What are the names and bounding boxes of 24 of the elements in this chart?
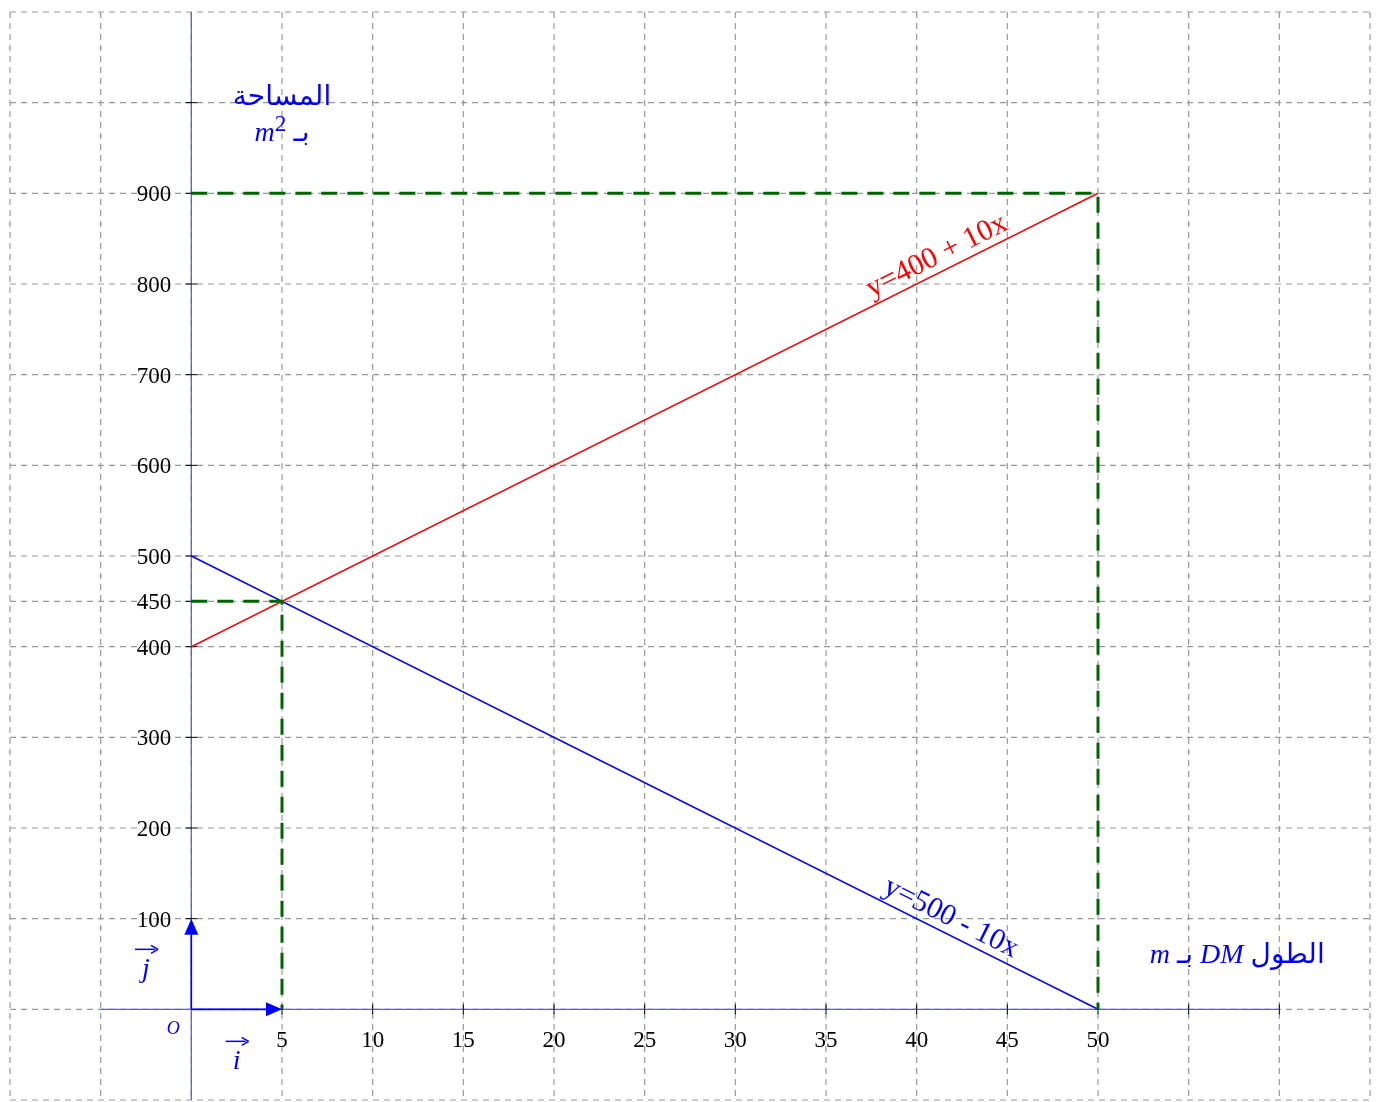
annotation: y=500 - 10x xyxy=(879,868,1026,964)
x-tick-label: 5 xyxy=(276,1027,288,1053)
y-tick-label: 100 xyxy=(136,906,172,932)
x-tick-label: 15 xyxy=(451,1027,475,1053)
y-tick-label: 450 xyxy=(136,589,172,615)
x-tick-label: 30 xyxy=(723,1027,747,1053)
y-tick-label: 500 xyxy=(136,544,172,569)
x-tick-label: 45 xyxy=(995,1027,1019,1053)
annotation: O xyxy=(166,1018,180,1039)
x-tick-label: 40 xyxy=(905,1027,929,1053)
x-tick-label: 25 xyxy=(633,1027,657,1053)
x-tick-label: 10 xyxy=(361,1027,385,1053)
y-tick-label: 200 xyxy=(136,816,172,841)
y-tick-label: 900 xyxy=(136,181,172,207)
x-tick-label: 20 xyxy=(542,1027,566,1053)
y-tick-label: 400 xyxy=(136,634,172,660)
annotation: i xyxy=(232,1044,241,1076)
annotation: j xyxy=(139,952,151,984)
y-tick-label: 600 xyxy=(136,453,172,479)
y-tick-label: 800 xyxy=(136,272,172,297)
x-tick-label: 50 xyxy=(1086,1027,1110,1053)
y-tick-label: 300 xyxy=(136,725,172,751)
x-tick-label: 35 xyxy=(814,1027,838,1053)
y-tick-label: 700 xyxy=(136,362,172,388)
